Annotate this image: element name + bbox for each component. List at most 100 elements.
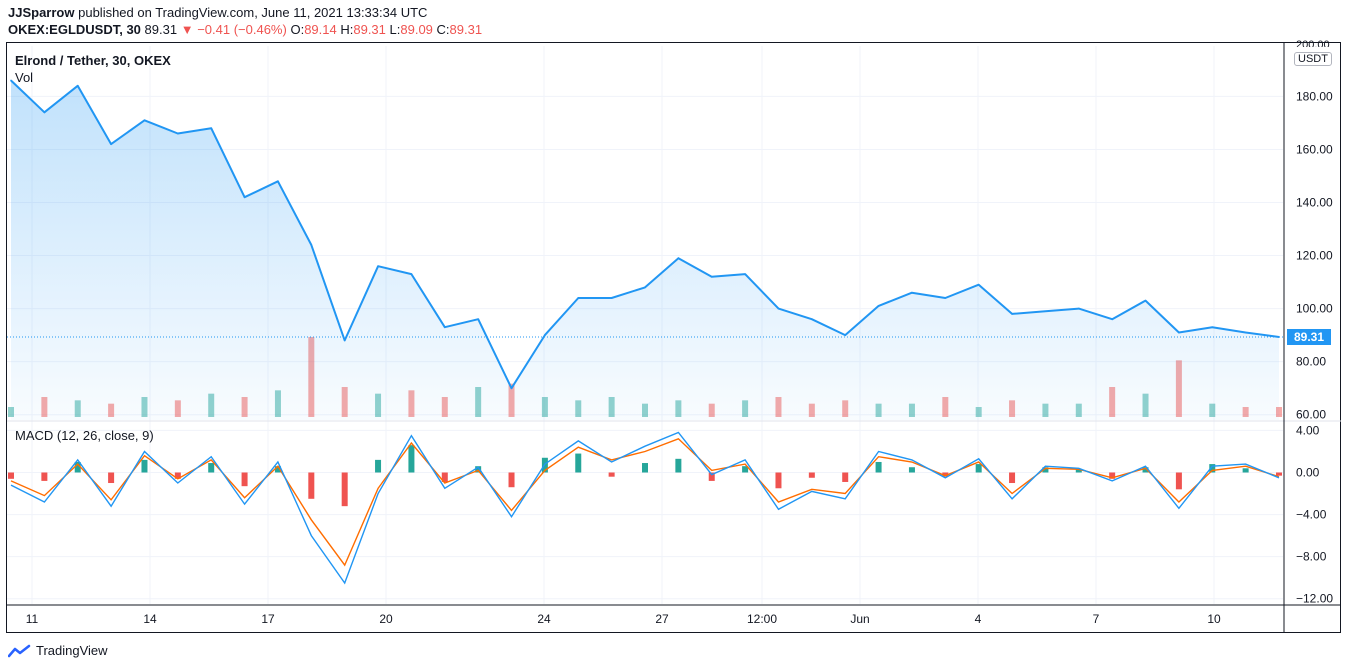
price-tick-label: 80.00 bbox=[1296, 355, 1326, 369]
price-point bbox=[143, 119, 146, 122]
price-point bbox=[744, 273, 746, 275]
price-points bbox=[10, 79, 1280, 389]
macd-histogram-bar bbox=[141, 459, 148, 473]
pane-title: Elrond / Tether, 30, OKEX bbox=[15, 53, 171, 68]
macd-histogram-bar bbox=[808, 472, 815, 478]
macd-histogram-bar bbox=[41, 472, 48, 481]
price-point bbox=[1077, 307, 1080, 310]
price-point bbox=[177, 132, 179, 135]
close-value: 89.31 bbox=[449, 22, 483, 37]
macd-histogram-bar bbox=[1142, 467, 1149, 473]
change-value: ▼ −0.41 (−0.46%) bbox=[180, 22, 287, 37]
macd-line[interactable] bbox=[10, 431, 1280, 585]
volume-label: Vol bbox=[15, 70, 34, 85]
tradingview-logo-icon bbox=[8, 644, 31, 657]
price-point bbox=[277, 180, 279, 183]
macd-histogram-bar bbox=[608, 472, 615, 477]
time-tick-label: 7 bbox=[1093, 612, 1100, 626]
macd-histogram-bar bbox=[341, 472, 348, 507]
symbol-label: OKEX:EGLDUSDT, 30 bbox=[8, 22, 141, 37]
macd-tick-label: 4.00 bbox=[1296, 423, 1320, 437]
published-text: published on TradingView.com, June 11, 2… bbox=[78, 5, 428, 20]
macd-histogram-bar bbox=[308, 472, 315, 499]
price-point bbox=[410, 273, 413, 275]
time-axis[interactable]: 11 14 17 20 24 27 12:00 Jun 4 7 10 bbox=[26, 612, 1221, 626]
macd-histogram-bar bbox=[775, 472, 782, 489]
price-point bbox=[844, 334, 847, 336]
last-price-badge: 89.31 bbox=[1287, 328, 1331, 345]
close-label: C: bbox=[436, 22, 450, 37]
price-point bbox=[210, 127, 213, 130]
macd-axis[interactable]: 4.00 0.00 −4.00 −8.00 −12.00 bbox=[1296, 423, 1333, 605]
top-tick-partial: 200.00 bbox=[1296, 39, 1330, 47]
macd-histogram bbox=[8, 445, 1282, 507]
price-point bbox=[977, 283, 980, 286]
macd-histogram-bar bbox=[675, 458, 682, 473]
open-label: O: bbox=[290, 22, 305, 37]
signal-line[interactable] bbox=[10, 437, 1280, 567]
price-axis[interactable]: 180.00 160.00 140.00 120.00 100.00 80.00 60.00 bbox=[1296, 89, 1333, 421]
macd-histogram-bar bbox=[1075, 469, 1082, 473]
price-point bbox=[377, 265, 379, 267]
price-point bbox=[944, 297, 947, 299]
price-tick-label: 180.00 bbox=[1296, 89, 1333, 103]
time-tick-label: Jun bbox=[850, 612, 869, 626]
time-tick-label: 17 bbox=[261, 612, 275, 626]
time-tick-label: 24 bbox=[537, 612, 551, 626]
time-tick-label: 4 bbox=[975, 612, 982, 626]
macd-tick-label: −4.00 bbox=[1296, 508, 1327, 522]
macd-histogram-bar bbox=[375, 459, 382, 473]
macd-histogram-bar bbox=[8, 472, 14, 479]
price-point bbox=[677, 257, 680, 259]
macd-histogram-bar bbox=[208, 463, 215, 473]
footer-brand[interactable]: TradingView bbox=[8, 643, 108, 658]
price-point bbox=[110, 143, 112, 145]
currency-badge[interactable]: USDT bbox=[1294, 52, 1332, 66]
macd-histogram-bar bbox=[241, 472, 248, 487]
price-point bbox=[1044, 310, 1047, 313]
macd-histogram-bar bbox=[441, 472, 448, 482]
macd-histogram-bar bbox=[1209, 464, 1216, 473]
price-point bbox=[777, 307, 780, 310]
macd-histogram-bar bbox=[1009, 472, 1016, 484]
price-tick-label: 100.00 bbox=[1296, 302, 1333, 316]
chart-frame[interactable] bbox=[6, 42, 1341, 633]
macd-histogram-bar bbox=[74, 461, 81, 473]
open-value: 89.14 bbox=[304, 22, 337, 37]
macd-histogram-bar bbox=[1042, 467, 1049, 473]
price-point bbox=[1244, 331, 1247, 334]
macd-histogram-bar bbox=[842, 472, 849, 482]
price-point bbox=[443, 326, 446, 328]
macd-histogram-bar bbox=[942, 472, 949, 477]
time-tick-label: 20 bbox=[379, 612, 393, 626]
high-label: H: bbox=[340, 22, 354, 37]
macd-histogram-bar bbox=[575, 453, 582, 473]
macd-histogram-bar bbox=[475, 466, 482, 473]
price-point bbox=[1011, 313, 1013, 315]
macd-histogram-bar bbox=[908, 467, 915, 473]
price-tick-label: 120.00 bbox=[1296, 249, 1333, 263]
price-point bbox=[477, 318, 479, 321]
macd-histogram-bar bbox=[508, 472, 515, 488]
macd-histogram-bar bbox=[1175, 472, 1182, 490]
macd-tick-label: 0.00 bbox=[1296, 465, 1320, 479]
macd-tick-label: −8.00 bbox=[1296, 550, 1327, 564]
price-point bbox=[811, 318, 813, 321]
price-tick-label: 160.00 bbox=[1296, 142, 1333, 156]
price-point bbox=[577, 297, 580, 299]
macd-histogram-bar bbox=[875, 461, 882, 473]
price-area-fill bbox=[11, 80, 1279, 420]
macd-histogram-bar bbox=[108, 472, 115, 484]
price-tick-label: 140.00 bbox=[1296, 195, 1333, 209]
price-point bbox=[243, 196, 246, 198]
macd-histogram-bar bbox=[975, 464, 982, 473]
price-point bbox=[544, 334, 546, 336]
macd-histogram-bar bbox=[708, 472, 715, 481]
macd-tick-label: −12.00 bbox=[1296, 592, 1333, 606]
macd-label: MACD (12, 26, close, 9) bbox=[15, 428, 154, 443]
price-point bbox=[610, 297, 613, 299]
time-tick-label: 14 bbox=[143, 612, 157, 626]
author-name[interactable]: JJSparrow bbox=[8, 5, 75, 20]
price-point bbox=[1178, 331, 1180, 334]
